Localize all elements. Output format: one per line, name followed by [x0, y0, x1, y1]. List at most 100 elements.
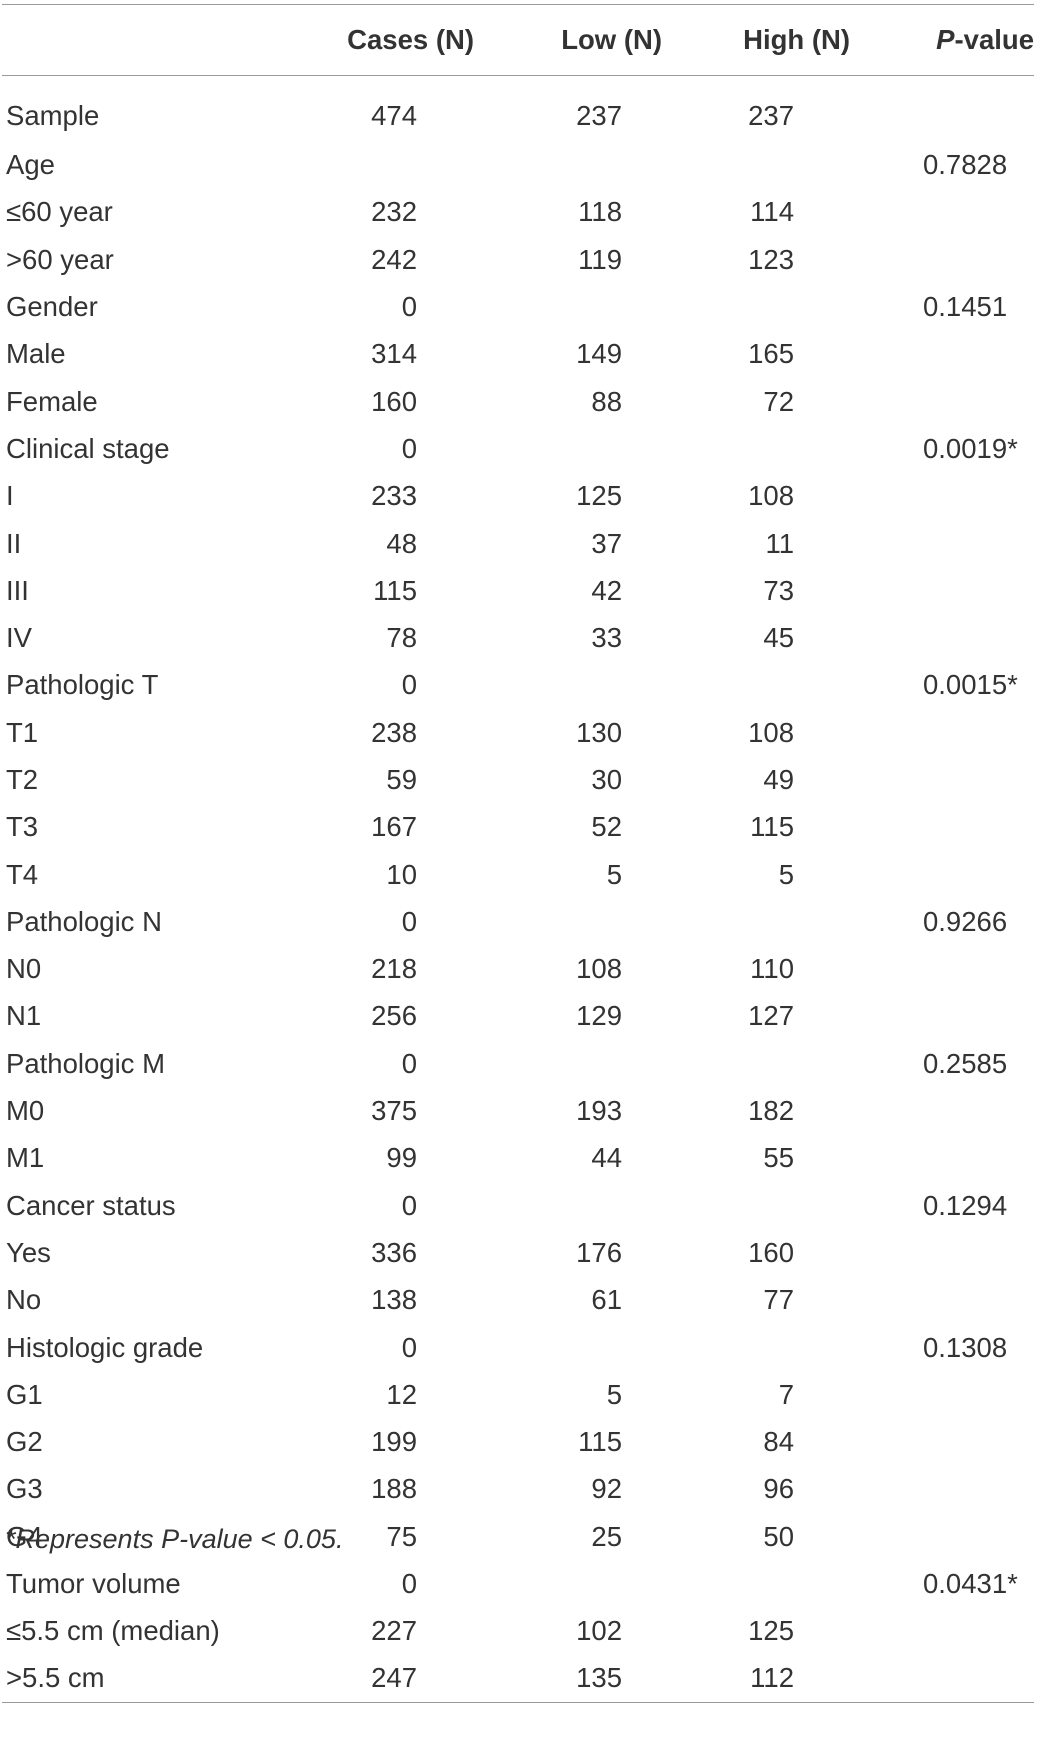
- cell-cases: 218: [371, 953, 417, 985]
- cell-cases: 238: [371, 716, 417, 748]
- table-row: ≤5.5 cm (median) 227 102 125: [2, 1608, 1034, 1655]
- table-footnote: *Represents P-value < 0.05.: [5, 1524, 344, 1554]
- cell-high: [707, 1182, 920, 1229]
- row-label: III: [6, 574, 29, 606]
- table-row: II 48 37 11: [2, 520, 1034, 567]
- cell-p-value: 0.1308: [923, 1331, 1008, 1363]
- cell-high: 55: [763, 1142, 794, 1174]
- cell-p-value: [920, 189, 1034, 236]
- cell-p-value: [920, 851, 1034, 898]
- cell-high: [707, 898, 920, 945]
- cell-high: [707, 662, 920, 709]
- cell-cases: 12: [386, 1378, 417, 1410]
- row-label: IV: [6, 622, 32, 654]
- table-row: Gender 0 0.1451: [2, 283, 1034, 330]
- cell-high: 84: [763, 1426, 794, 1458]
- cell-low: [529, 1182, 707, 1229]
- cell-high: 123: [748, 243, 794, 275]
- row-label: M1: [6, 1142, 45, 1174]
- cell-cases: 167: [371, 811, 417, 843]
- cell-cases: 0: [401, 432, 417, 464]
- cell-low: 30: [591, 764, 622, 795]
- cell-high: [707, 425, 920, 472]
- cell-cases: 256: [371, 1000, 417, 1032]
- cell-cases: 99: [386, 1142, 417, 1174]
- cell-cases: 115: [373, 574, 417, 606]
- row-label: Yes: [6, 1236, 51, 1268]
- cell-high: [707, 283, 920, 330]
- row-label: T4: [6, 858, 39, 890]
- cell-high: 5: [778, 858, 794, 890]
- cell-high: 49: [763, 764, 794, 795]
- cell-cases: 0: [401, 1189, 417, 1221]
- cell-cases: 10: [386, 858, 417, 890]
- cell-low: 37: [591, 527, 622, 559]
- cell-p-value: 0.7828: [923, 149, 1008, 181]
- cell-high: 112: [707, 1655, 920, 1703]
- cell-high: 115: [750, 811, 794, 843]
- cell-p-value: [920, 1466, 1034, 1513]
- cell-p-value: [920, 709, 1034, 756]
- cell-high: 77: [763, 1284, 794, 1316]
- row-label: T1: [6, 716, 39, 748]
- cell-p-value: 0.2585: [923, 1047, 1008, 1079]
- cell-low: [529, 1040, 707, 1087]
- cell-high: 73: [763, 574, 794, 606]
- table-row: M1 99 44 55: [2, 1135, 1034, 1182]
- row-label: G2: [6, 1426, 43, 1458]
- cell-high: 45: [763, 622, 794, 654]
- row-label: T3: [6, 811, 39, 843]
- row-label: Female: [6, 385, 98, 417]
- cell-p-value: [920, 614, 1034, 661]
- row-label: M0: [6, 1095, 45, 1127]
- cell-cases: 199: [371, 1426, 417, 1458]
- cell-low: 193: [576, 1095, 622, 1127]
- cell-cases: 0: [401, 1331, 417, 1363]
- row-label: G4: [6, 1520, 43, 1552]
- cell-high: 72: [763, 385, 794, 417]
- table-row: Age 0.7828: [2, 142, 1034, 189]
- cell-high: 237: [748, 99, 794, 131]
- table-row: Histologic grade 0 0.1308: [2, 1324, 1034, 1371]
- cell-low: 135: [529, 1655, 707, 1703]
- header-label: [2, 4, 242, 76]
- cell-low: 125: [576, 480, 622, 512]
- cell-cases: 247: [242, 1655, 529, 1703]
- cell-cases: 336: [371, 1236, 417, 1268]
- cell-low: 5: [606, 1378, 622, 1410]
- table-row: Pathologic M 0 0.2585: [2, 1040, 1034, 1087]
- table-row: Pathologic N 0 0.9266: [2, 898, 1034, 945]
- cell-high: [707, 1560, 920, 1607]
- cell-low: [529, 1324, 707, 1371]
- cell-low: 129: [576, 1000, 622, 1032]
- cell-cases: 59: [386, 764, 417, 795]
- cell-p-value: 0.0015*: [923, 669, 1018, 701]
- table-body: Sample 474 237 237 Age 0.7828 ≤60 year 232 118 11…: [2, 76, 1034, 1703]
- cell-low: 5: [606, 858, 622, 890]
- cell-low: 130: [576, 716, 622, 748]
- table-row: Yes 336 176 160: [2, 1229, 1034, 1276]
- cell-high: 110: [750, 953, 794, 985]
- row-label: T2: [6, 764, 39, 795]
- cell-p-value: [920, 1229, 1034, 1276]
- cell-low: 176: [576, 1236, 622, 1268]
- cell-cases: 0: [401, 669, 417, 701]
- header-low: Low (N): [529, 4, 707, 76]
- row-label: N1: [6, 1000, 42, 1032]
- table-row: Male 314 149 165: [2, 331, 1034, 378]
- cell-low: 149: [576, 338, 622, 370]
- header-p-suffix: -value: [954, 24, 1034, 55]
- table-row: M0 375 193 182: [2, 1087, 1034, 1134]
- cell-low: [529, 898, 707, 945]
- cell-low: 61: [591, 1284, 622, 1316]
- cell-high: 108: [748, 480, 794, 512]
- cell-p-value: [920, 473, 1034, 520]
- cell-p-value: 0.1294: [923, 1189, 1008, 1221]
- cell-cases: 232: [371, 196, 417, 228]
- cell-high: 160: [748, 1236, 794, 1268]
- header-high: High (N): [707, 4, 920, 76]
- cell-p-value: [920, 236, 1034, 283]
- table-row: Sample 474 237 237: [2, 76, 1034, 142]
- row-label: Male: [6, 338, 66, 370]
- cell-high: 11: [765, 527, 794, 559]
